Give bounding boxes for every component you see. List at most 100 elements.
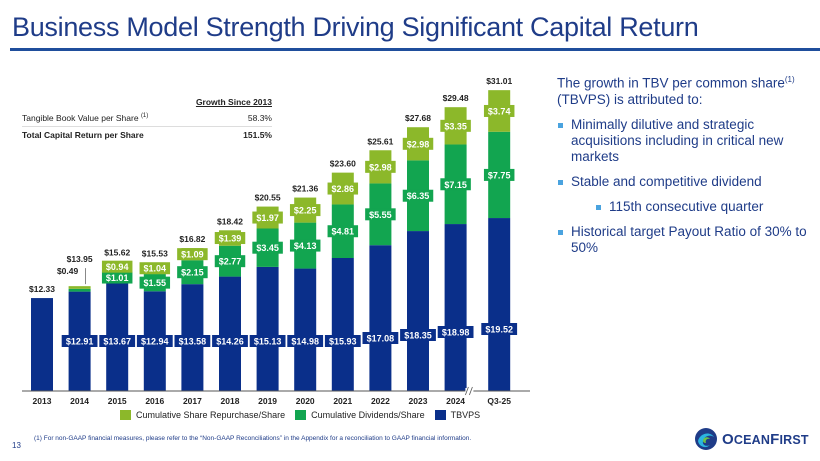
data-label-1-2020-bg [289,239,321,252]
data-label-0-2021: $15.93 [329,337,357,347]
data-label-0-2014-bg [61,335,98,347]
wave-logo-icon [695,428,717,450]
x-tick-label-2013: 2013 [33,396,52,406]
x-tick-label-2020: 2020 [296,396,315,406]
sub-bullet-item: 115th consecutive quarter [595,199,807,215]
bar-tbvps-2013 [31,298,53,391]
data-label-0-2022-bg [362,332,399,344]
data-label-2-2021: $2.86 [332,184,355,194]
logo-letters: CEAN [733,432,771,447]
total-label-2020: $21.36 [292,184,318,194]
data-label-2-2015-bg [101,260,133,273]
side-intro: The growth in TBV per common share(1) (T… [557,72,807,108]
data-label-2-2015: $0.94 [106,262,129,272]
data-label-2-Q3-25-bg [483,104,515,117]
data-label-1-Q3-25-bg [483,168,515,181]
x-tick-label-2017: 2017 [183,396,202,406]
total-label-2021: $23.60 [330,159,356,169]
bar-tbvps-2022 [369,245,392,391]
data-label-0-2023: $18.35 [404,331,432,341]
chart-legend: Cumulative Share Repurchase/Share Cumula… [120,410,480,420]
data-label-1-2019: $3.45 [256,243,279,253]
data-label-2-2016-bg [139,262,171,275]
data-label-1-2024-bg [440,178,471,191]
bullet-item: Minimally dilutive and strategic acquisi… [557,117,807,165]
axis-break-mark [465,386,469,396]
logo-wordmark: OCEANFIRST [722,431,809,448]
bar-tbvps-2020 [294,268,317,391]
page-number: 13 [12,441,21,450]
data-label-0-2021-bg [324,335,361,347]
data-label-1-2023: $6.35 [407,191,430,201]
bar-cumulative-dividends-share-2014 [68,288,91,292]
page-title: Business Model Strength Driving Signific… [12,12,699,42]
total-label-2015: $15.62 [104,247,130,257]
logo-letters: IRST [779,432,809,447]
data-label-1-2017-bg [177,266,208,279]
data-label-0-2018: $14.26 [216,337,244,347]
data-label-2-2019-bg [252,211,283,224]
annotation-label: $0.49 [57,266,79,276]
data-label-0-2014: $12.91 [66,337,94,347]
data-label-1-2016: $1.55 [144,278,167,288]
total-label-2017: $16.82 [179,234,205,244]
data-label-0-2024-bg [437,326,474,338]
data-label-2-2018-bg [214,232,246,245]
bullet-item: Stable and competitive dividend [557,174,807,190]
growth-table-header: Growth Since 2013 [195,97,272,107]
data-label-2-2021-bg [327,182,359,195]
data-label-0-2018-bg [212,335,248,347]
bar-tbvps-2023 [407,231,429,391]
data-label-2-2017-bg [177,248,208,261]
legend-item-repurchase: Cumulative Share Repurchase/Share [120,410,285,420]
data-label-1-2024: $7.15 [444,180,467,190]
data-label-1-2022-bg [365,208,396,221]
footnote-marker: (1) [140,113,149,120]
bar-tbvps-Q3-25 [488,218,511,391]
growth-row-value: 151.5% [243,130,272,140]
growth-row-capital-return: Total Capital Return per Share 151.5% [22,127,272,143]
total-label-2024: $29.48 [443,93,469,103]
legend-item-tbvps: TBVPS [434,410,481,420]
data-label-2-2020: $2.25 [294,206,317,216]
growth-row-label: Tangible Book Value per Share (1) [22,113,148,123]
growth-table: Growth Since 2013 Tangible Book Value pe… [22,97,272,143]
data-label-1-2023-bg [402,189,434,202]
data-label-1-2020: $4.13 [294,241,317,251]
data-label-2-2022: $2.98 [369,162,392,172]
legend-label: Cumulative Share Repurchase/Share [136,410,286,420]
data-label-1-Q3-25: $7.75 [488,170,511,180]
x-tick-label-2014: 2014 [70,396,89,406]
data-label-1-2021: $4.81 [332,227,355,237]
total-label-2022: $25.61 [367,136,393,146]
x-tick-label-2023: 2023 [409,396,428,406]
data-label-0-2020: $14.98 [291,337,319,347]
total-label-Q3-25: $31.01 [486,76,512,86]
data-label-0-Q3-25: $19.52 [485,325,513,335]
data-label-2-2018: $1.39 [219,234,242,244]
legend-label: TBVPS [450,410,481,420]
data-label-2-2022-bg [365,160,396,173]
x-tick-label-2018: 2018 [221,396,240,406]
x-tick-label-2021: 2021 [333,396,352,406]
total-label-2023: $27.68 [405,113,431,123]
footnote-marker: (1) [784,75,795,84]
data-label-0-2017-bg [174,335,211,347]
data-label-0-2017: $13.58 [179,337,207,347]
data-label-0-2015: $13.67 [103,337,131,347]
bar-tbvps-2024 [444,224,467,391]
legend-item-dividends: Cumulative Dividends/Share [295,410,425,420]
growth-row-tbvps: Tangible Book Value per Share (1) 58.3% [22,110,272,127]
side-intro-text: The growth in TBV per common share [557,75,785,91]
growth-row-value: 58.3% [247,113,272,123]
data-label-2-2020-bg [289,204,321,217]
data-label-2-Q3-25: $3.74 [488,106,511,116]
data-label-0-2023-bg [400,329,436,341]
data-label-0-2022: $17.08 [367,334,395,344]
side-intro-cont: (TBVPS) is attributed to: [557,91,703,107]
oceanfirst-logo: OCEANFIRST [694,427,809,451]
x-tick-label-2019: 2019 [258,396,277,406]
legend-swatch [120,410,131,420]
data-label-2-2019: $1.97 [256,213,279,223]
bullet-list: Minimally dilutive and strategic acquisi… [557,117,807,256]
